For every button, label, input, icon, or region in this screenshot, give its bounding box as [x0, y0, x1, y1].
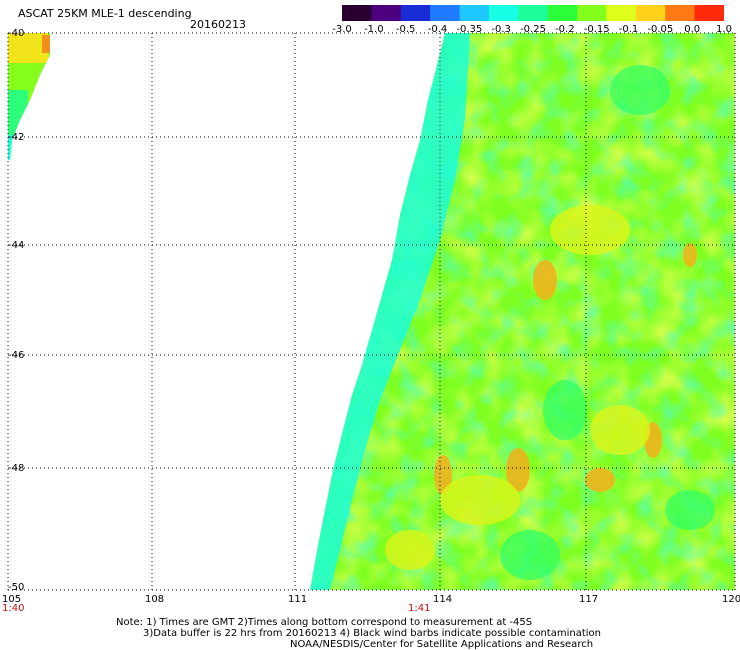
colorbar-tick-label: -0.25 [520, 24, 546, 35]
map-title: ASCAT 25KM MLE-1 descending [18, 7, 192, 20]
footnote-line-2: 3)Data buffer is 22 hrs from 20160213 4)… [143, 628, 601, 639]
colorbar-tick-label: -0.2 [555, 24, 575, 35]
lat-label: -42 [8, 132, 24, 143]
time-label: 1:40 [2, 603, 24, 614]
colorbar-segment [488, 5, 519, 21]
colorbar-segment [430, 5, 461, 21]
colorbar-segment [665, 5, 696, 21]
colorbar-tick-label: -0.35 [456, 24, 483, 35]
lon-label: 105 [2, 594, 21, 605]
swath-east [310, 33, 735, 590]
lat-label: -48 [8, 463, 24, 474]
colorbar-tick-label: -0.4 [427, 24, 448, 35]
colorbar-segment [547, 5, 578, 21]
colorbar-tick-label: -0.05 [647, 24, 674, 35]
lat-label: -44 [8, 240, 24, 251]
lon-label: 108 [145, 594, 164, 605]
colorbar-segment [459, 5, 490, 21]
colorbar [342, 5, 724, 21]
colorbar-segment [400, 5, 431, 21]
colorbar-tick-label: -0.5 [395, 24, 416, 35]
lon-label: 114 [433, 594, 452, 605]
lon-label: 117 [579, 594, 598, 605]
colorbar-segment [577, 5, 608, 21]
colorbar-tick-label: -0.15 [583, 24, 610, 35]
lon-label: 120 [722, 594, 740, 605]
lon-label: 111 [288, 594, 307, 605]
colorbar-segment [635, 5, 666, 21]
map-date: 20160213 [190, 18, 246, 31]
colorbar-segment [694, 5, 724, 21]
colorbar-segment [606, 5, 637, 21]
lat-label: -50 [8, 582, 24, 593]
colorbar-tick-label: -0.3 [491, 24, 511, 35]
lat-lon-grid [7, 32, 736, 591]
colorbar-tick-label: -0.1 [618, 24, 639, 35]
colorbar-segment [518, 5, 549, 21]
colorbar-ticks: -3.0 -1.0 -0.5 -0.4 -0.35 -0.3 -0.25 -0.2 -0.15-… [330, 24, 740, 38]
colorbar-tick-label: -3.0 [332, 24, 352, 35]
colorbar-tick-label: -1.0 [364, 24, 384, 35]
colorbar-tick-label: 1.0 [716, 24, 732, 35]
colorbar-segment [342, 5, 372, 21]
time-label: 1:41 [408, 603, 430, 614]
colorbar-tick-label: 0.0 [684, 24, 701, 35]
footnote-line-1: Note: 1) Times are GMT 2)Times along bot… [116, 617, 533, 628]
lat-label: -40 [8, 28, 24, 39]
lat-label: -46 [8, 350, 24, 361]
colorbar-segment [371, 5, 402, 21]
swath-west [8, 33, 50, 160]
credit-line: NOAA/NESDIS/Center for Satellite Applica… [290, 639, 594, 650]
